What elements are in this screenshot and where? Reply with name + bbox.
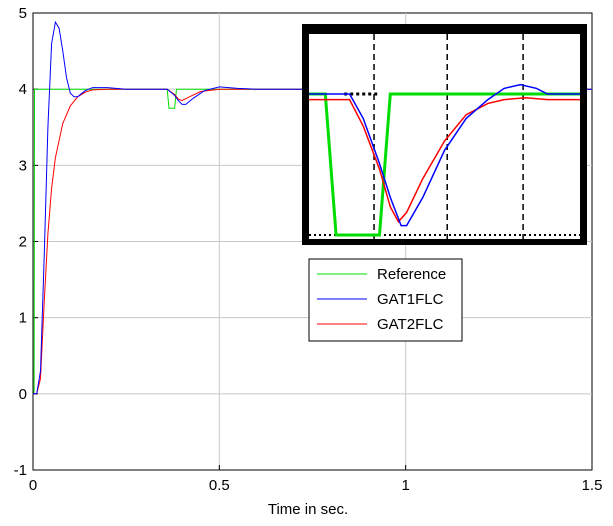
legend-label: GAT2FLC	[377, 316, 444, 333]
legend-label: Reference	[377, 266, 446, 283]
inset-background	[309, 34, 580, 239]
y-tick-label: 3	[19, 157, 27, 174]
series-layer	[33, 20, 592, 395]
y-tick-label: 0	[19, 386, 27, 403]
legend-label: GAT1FLC	[377, 291, 444, 308]
y-tick-label: 1	[19, 310, 27, 327]
y-tick-label: -1	[14, 462, 27, 479]
x-tick-label: 1.5	[582, 477, 603, 494]
y-tick-label: 4	[19, 81, 27, 98]
y-tick-label: 2	[19, 234, 27, 251]
inset-series-gat2flc	[309, 97, 580, 224]
x-tick-label: 0	[29, 477, 37, 494]
series-line-gat2flc	[33, 88, 592, 395]
x-tick-labels: 0 0.5 1 1.5	[29, 477, 603, 494]
x-tick-label: 1	[401, 477, 409, 494]
series-line-gat1flc	[33, 20, 592, 395]
legend: Reference GAT1FLC GAT2FLC	[308, 258, 463, 342]
x-tick-label: 0.5	[209, 477, 230, 494]
series-line-reference	[33, 88, 592, 395]
x-axis-label: Time in sec.	[268, 501, 348, 518]
y-tick-label: 5	[19, 5, 27, 22]
legend-box	[308, 258, 463, 342]
inset-series-gat1flc	[309, 83, 580, 227]
y-tick-labels: -1 0 1 2 3 4 5	[14, 5, 27, 479]
inset-zoom-panel	[302, 24, 587, 245]
